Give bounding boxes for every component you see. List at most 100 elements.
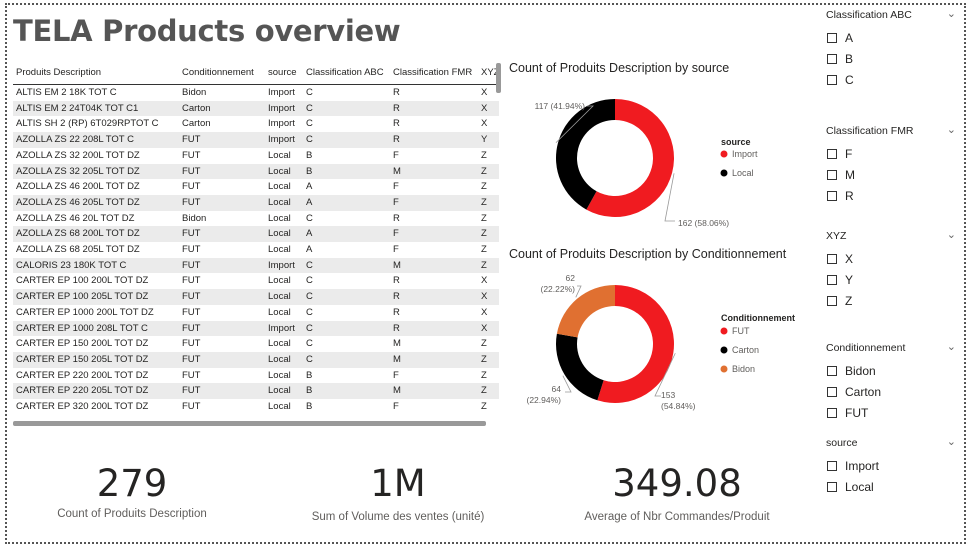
table-row[interactable]: CALORIS 23 180K TOT C FUT Import C M Z [13,257,499,274]
column-header-conditionnement[interactable]: Conditionnement [179,60,265,85]
slicer-option-b[interactable]: B [826,48,956,69]
table-row[interactable]: CARTER EP 150 200L TOT DZ FUT Local C M Z [13,336,499,352]
table-row[interactable]: AZOLLA ZS 68 205L TOT DZ FUT Local A F Z [13,242,499,258]
table-cell: Z [481,353,487,365]
table-cell: FUT [182,244,201,256]
legend-item-bidon[interactable]: Bidon [732,364,755,374]
checkbox-icon[interactable] [827,386,837,397]
slicer-option-import[interactable]: Import [826,455,956,476]
column-header-produits-description[interactable]: Produits Description [13,60,179,85]
table-row[interactable]: AZOLLA ZS 32 205L TOT DZ FUT Local B M Z [13,163,499,180]
slicer-option-local[interactable]: Local [826,476,956,497]
slicer-option-c[interactable]: C [826,69,956,90]
legend-item-local[interactable]: Local [732,168,754,178]
table-cell: AZOLLA ZS 68 205L TOT DZ [16,244,140,256]
checkbox-icon[interactable] [827,169,837,180]
table-row[interactable]: CARTER EP 1000 200L TOT DZ FUT Local C R X [13,304,499,321]
donut-slice-bidon[interactable] [556,285,615,338]
legend-marker[interactable] [720,346,728,354]
table-cell: Z [481,338,487,350]
slicer-option-x[interactable]: X [826,248,956,269]
table-row[interactable]: CARTER EP 100 200L TOT DZ FUT Local C R X [13,273,499,290]
legend-marker[interactable] [720,327,728,335]
chevron-down-icon[interactable]: ⌄ [946,341,956,353]
table-row[interactable]: AZOLLA ZS 46 200L TOT DZ FUT Local A F Z [13,179,499,195]
table-row[interactable]: AZOLLA ZS 46 20L TOT DZ Bidon Local C R Z [13,210,499,227]
legend-marker[interactable] [720,150,728,158]
slicer-option-m[interactable]: M [826,164,956,185]
checkbox-icon[interactable] [827,274,837,285]
table-row[interactable]: AZOLLA ZS 32 200L TOT DZ FUT Local B F Z [13,147,499,164]
table-row[interactable]: CARTER EP 220 200L TOT DZ FUT Local B F Z [13,367,499,384]
column-header-source[interactable]: source [265,60,303,85]
source-donut-chart[interactable]: 162 (58.06%) 117 (41.94%) source Import Loca… [505,78,815,238]
table-cell: R [393,322,400,334]
checkbox-icon[interactable] [827,481,837,492]
column-header-xyz[interactable]: XYZ [478,60,499,85]
table-row[interactable]: CARTER EP 1000 208L TOT C FUT Import C R X [13,320,499,337]
checkbox-icon[interactable] [827,53,837,64]
checkbox-icon[interactable] [827,460,837,471]
table-cell: C [306,275,313,287]
slicer-option-f[interactable]: F [826,143,956,164]
table-cell: AZOLLA ZS 46 205L TOT DZ [16,196,140,208]
legend-item-carton[interactable]: Carton [732,345,759,355]
donut-slice-carton[interactable] [556,333,604,401]
option-label: Local [845,479,874,494]
table-row[interactable]: ALTIS SH 2 (RP) 6T029RPTOT C Carton Import… [13,116,499,133]
table-row[interactable]: CARTER EP 320 200L TOT DZ FUT Local B F Z [13,399,499,415]
table-cell: C [306,259,313,271]
chevron-down-icon[interactable]: ⌄ [946,229,956,241]
legend-marker[interactable] [720,169,728,177]
table-cell: Local [268,353,291,365]
checkbox-icon[interactable] [827,32,837,43]
table-row[interactable]: CARTER EP 100 205L TOT DZ FUT Local C R X [13,289,499,305]
slicer-option-fut[interactable]: FUT [826,402,956,423]
legend-item-fut[interactable]: FUT [732,326,750,336]
slicer-option-bidon[interactable]: Bidon [826,360,956,381]
slicer-option-a[interactable]: A [826,27,956,48]
products-table[interactable]: Produits Description Conditionnement sou… [13,60,499,422]
table-row[interactable]: ALTIS EM 2 24T04K TOT C1 Carton Import C R X [13,100,499,117]
donut-slice-import[interactable] [586,99,674,217]
slicer-option-carton[interactable]: Carton [826,381,956,402]
table-horizontal-scrollbar[interactable] [13,421,486,426]
table-cell: Import [268,134,295,146]
checkbox-icon[interactable] [827,407,837,418]
donut-slice-fut[interactable] [597,285,674,403]
table-vertical-scrollbar[interactable] [496,63,501,93]
table-row[interactable]: AZOLLA ZS 46 205L TOT DZ FUT Local A F Z [13,194,499,211]
legend-item-import[interactable]: Import [732,149,758,159]
column-header-classification-abc[interactable]: Classification ABC [303,60,390,85]
slicer-option-z[interactable]: Z [826,290,956,311]
checkbox-icon[interactable] [827,148,837,159]
checkbox-icon[interactable] [827,365,837,376]
table-cell: Z [481,259,487,271]
checkbox-icon[interactable] [827,74,837,85]
table-cell: FUT [182,306,201,318]
table-row[interactable]: AZOLLA ZS 22 208L TOT C FUT Import C R Y [13,132,499,148]
table-cell: M [393,259,401,271]
table-cell: Local [268,306,291,318]
table-cell: Y [481,134,488,146]
column-header-classification-fmr[interactable]: Classification FMR [390,60,478,85]
donut-slice-local[interactable] [556,99,615,210]
option-label: Carton [845,384,882,399]
table-row[interactable]: AZOLLA ZS 68 200L TOT DZ FUT Local A F Z [13,226,499,243]
slicer-option-y[interactable]: Y [826,269,956,290]
checkbox-icon[interactable] [827,295,837,306]
conditionnement-donut-chart[interactable]: 153(54.84%) 64(22.94%) 62(22.22%) Condition… [505,264,815,424]
chevron-down-icon[interactable]: ⌄ [946,8,956,20]
legend-marker[interactable] [720,365,728,373]
leader-line [555,105,594,143]
table-row[interactable]: ALTIS EM 2 18K TOT C Bidon Import C R X [13,84,499,101]
table-cell: Z [481,165,487,177]
chevron-down-icon[interactable]: ⌄ [946,436,956,448]
slicer-option-r[interactable]: R [826,185,956,206]
checkbox-icon[interactable] [827,190,837,201]
data-label: (22.94%) [527,395,562,405]
chevron-down-icon[interactable]: ⌄ [946,124,956,136]
table-row[interactable]: CARTER EP 150 205L TOT DZ FUT Local C M Z [13,351,499,368]
checkbox-icon[interactable] [827,253,837,264]
table-row[interactable]: CARTER EP 220 205L TOT DZ FUT Local B M Z [13,383,499,400]
